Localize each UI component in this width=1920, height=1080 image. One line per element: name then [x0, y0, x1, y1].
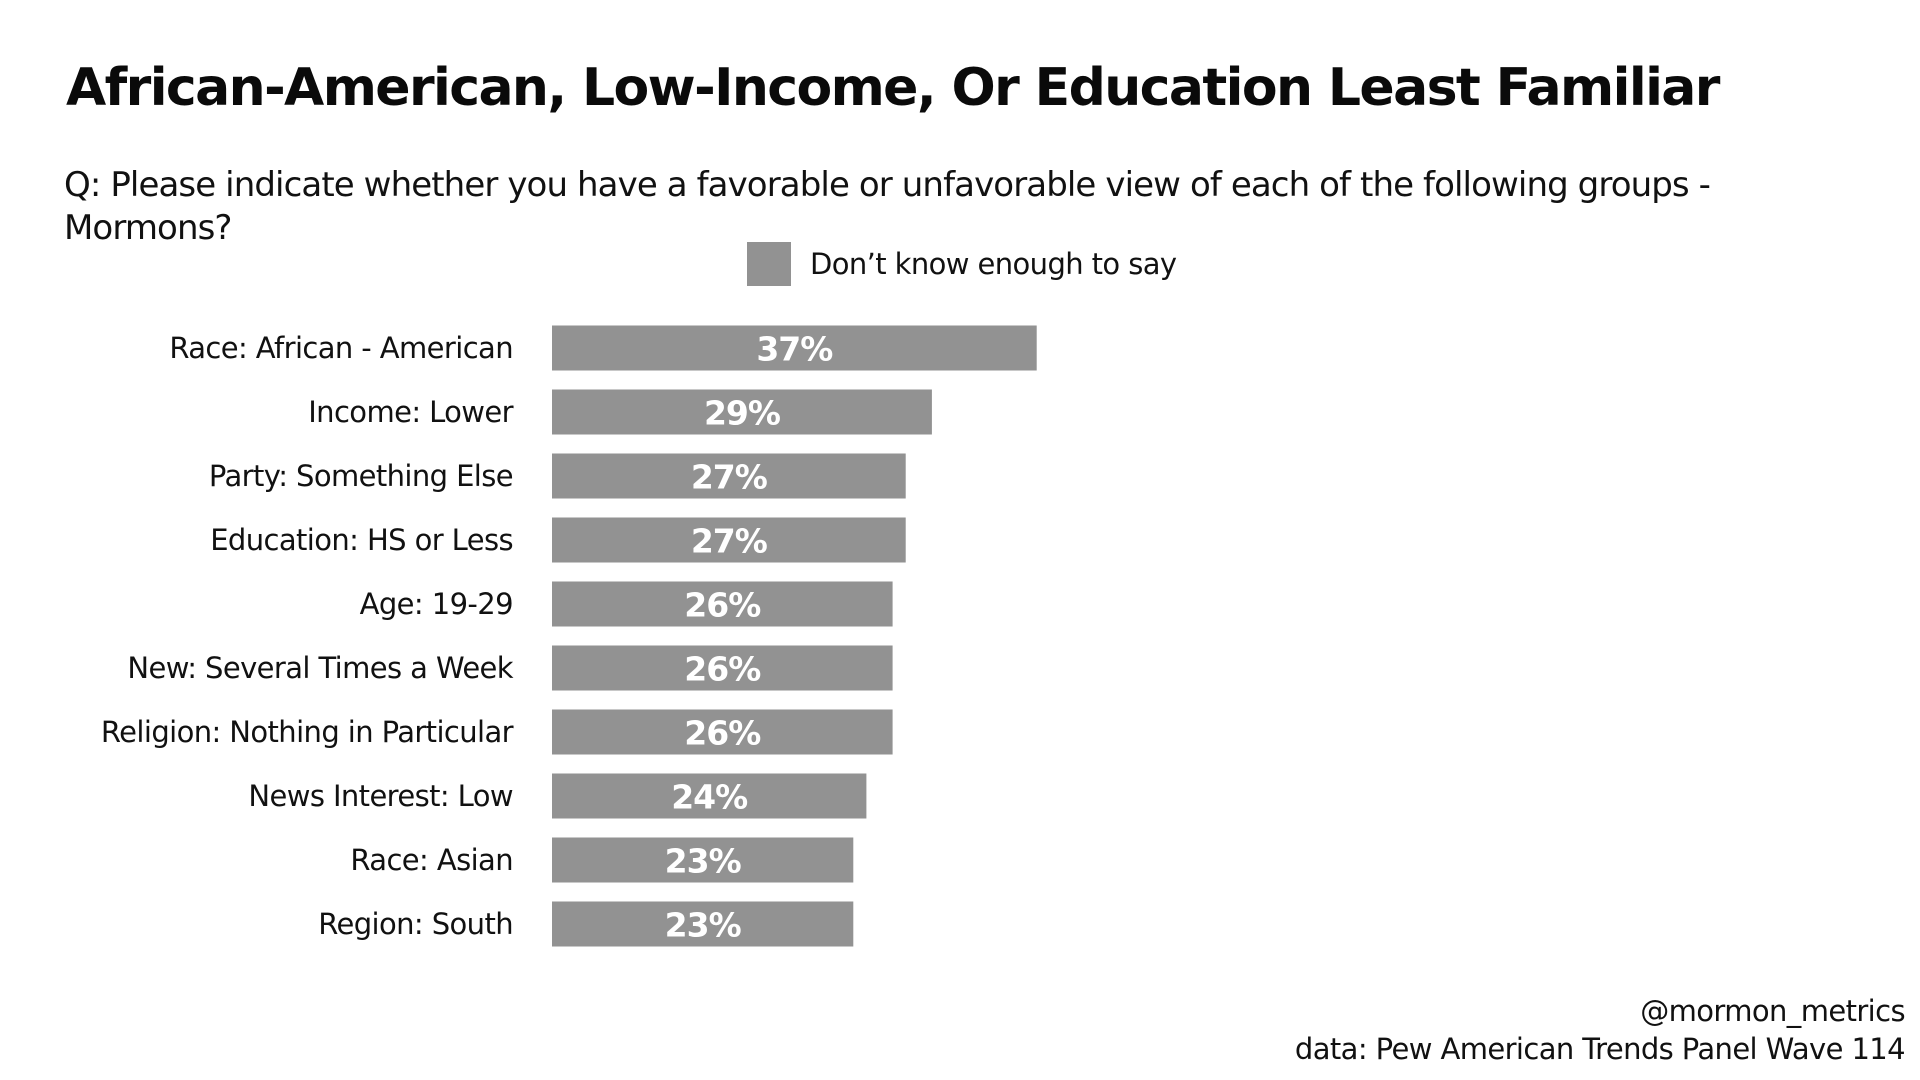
bar — [552, 453, 906, 499]
footer-source: data: Pew American Trends Panel Wave 114 — [1294, 1032, 1906, 1066]
category-label: Party: Something Else — [209, 459, 513, 493]
bar-value-label: 37% — [756, 330, 833, 369]
legend-swatch — [747, 242, 791, 286]
bar — [552, 645, 893, 691]
category-label: Religion: Nothing in Particular — [101, 715, 514, 749]
bar-value-label: 24% — [671, 778, 748, 817]
footer: @mormon_metrics data: Pew American Trend… — [1294, 992, 1906, 1068]
category-label: Race: Asian — [350, 843, 513, 877]
footer-handle: @mormon_metrics — [1640, 994, 1905, 1028]
category-label: Race: African - American — [169, 331, 513, 365]
bar-chart: Race: African - American 37% Income: Lower… — [101, 325, 1037, 947]
bar-value-label: 27% — [691, 458, 768, 497]
category-label: Age: 19-29 — [360, 587, 513, 621]
bar — [552, 709, 893, 755]
category-label: Income: Lower — [308, 395, 513, 429]
chart-subtitle: Q: Please indicate whether you have a fa… — [64, 165, 1711, 248]
legend-label: Don’t know enough to say — [810, 247, 1177, 281]
category-label: New: Several Times a Week — [127, 651, 513, 685]
bar-value-label: 23% — [665, 906, 742, 945]
bar-value-label: 27% — [691, 522, 768, 561]
chart-legend: Don’t know enough to say — [747, 242, 1177, 286]
bar-value-label: 26% — [684, 650, 761, 689]
bar-value-label: 26% — [684, 586, 761, 625]
bar — [552, 837, 854, 883]
bar-value-label: 26% — [684, 714, 761, 753]
chart-title: African-American, Low-Income, Or Educati… — [66, 58, 1720, 118]
category-label: News Interest: Low — [248, 779, 513, 813]
category-label: Region: South — [318, 907, 513, 941]
bar — [552, 581, 893, 627]
category-label: Education: HS or Less — [210, 523, 513, 557]
bar-value-label: 23% — [665, 842, 742, 881]
bar — [552, 773, 867, 819]
bar — [552, 389, 932, 435]
bar — [552, 325, 1037, 371]
bar-value-label: 29% — [704, 394, 781, 433]
bar — [552, 901, 854, 947]
bar — [552, 517, 906, 563]
